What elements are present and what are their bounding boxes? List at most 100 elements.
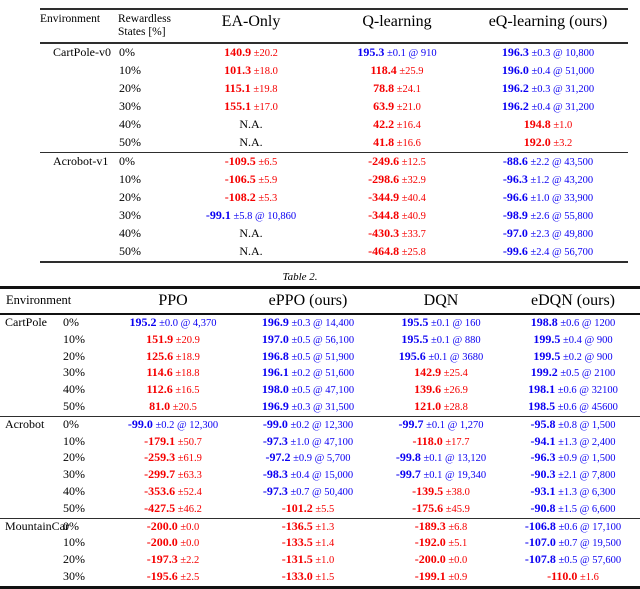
table-row: 30% -195.6 ±2.5 -133.0 ±1.5 -199.1 ±0.9 -110…: [0, 569, 640, 587]
result-cell: 114.6 ±18.8: [106, 365, 240, 382]
mean-return-value: 114.6: [146, 365, 173, 380]
result-cell: -98.3 ±0.4 @ 15,000: [240, 467, 376, 484]
result-cell: -197.3 ±2.2: [106, 552, 240, 569]
rewardless-percent: 10%: [63, 433, 85, 448]
std-and-steps: ±0.1 @ 880: [428, 334, 481, 346]
result-cell: -200.0 ±0.0: [106, 535, 240, 552]
mean-return-value: -107.0: [524, 535, 556, 550]
table-row: 10% 101.3 ±18.0 118.4 ±25.9 196.0 ±0.4 @ 51…: [40, 62, 628, 80]
result-cell: -97.3 ±1.0 @ 47,100: [240, 434, 376, 451]
mean-return-value: -97.3: [262, 433, 288, 448]
table-row: 40% -353.6 ±52.4 -97.3 ±0.7 @ 50,400 -139.5…: [0, 484, 640, 501]
mean-return-value: 199.5: [533, 331, 561, 346]
mean-return-value: -139.5: [412, 483, 444, 498]
mean-return-value: 115.1: [224, 81, 251, 95]
result-cell: 196.9 ±0.3 @ 14,400: [240, 314, 376, 332]
mean-return-value: -195.6: [146, 568, 178, 583]
mean-return-value: 63.9: [373, 99, 395, 113]
result-cell: 194.8 ±1.0: [468, 116, 628, 134]
mean-return-value: -90.8: [530, 500, 556, 515]
std-and-steps: ±0.6 @ 17,100: [555, 521, 622, 533]
result-cell: -353.6 ±52.4: [106, 484, 240, 501]
std-and-steps: ±5.8 @ 10,860: [230, 211, 297, 222]
mean-return-value: -299.7: [144, 467, 176, 482]
mean-return-value: -110.0: [547, 568, 578, 583]
mean-return-value: 42.2: [373, 117, 395, 131]
mean-return-value: -90.3: [530, 467, 556, 482]
result-cell: -299.7 ±63.3: [106, 467, 240, 484]
mean-return-value: -200.0: [146, 518, 178, 533]
result-cell: 198.0 ±0.5 @ 47,100: [240, 382, 376, 399]
result-cell: 196.1 ±0.2 @ 51,600: [240, 365, 376, 382]
header-row: Environment PPO ePPO (ours) DQN eDQN (ou…: [0, 288, 640, 315]
std-and-steps: ±0.4 @ 15,000: [287, 470, 354, 482]
mean-return-value: -131.5: [281, 552, 313, 567]
result-cell: 115.1 ±19.8: [176, 80, 326, 98]
std-and-steps: ±17.0: [251, 102, 278, 113]
result-cell: 139.6 ±26.9: [376, 382, 506, 399]
rewardless-header-line2: States [%]: [118, 26, 166, 38]
mean-return-value: 195.6: [398, 348, 426, 363]
std-and-steps: ±0.0: [177, 538, 200, 550]
std-and-steps: ±18.8: [172, 368, 200, 380]
table-row: 20% 115.1 ±19.8 78.8 ±24.1 196.2 ±0.3 @ 31,…: [40, 80, 628, 98]
mean-return-value: -106.8: [524, 518, 556, 533]
result-cell: -97.0 ±2.3 @ 49,800: [468, 225, 628, 243]
result-cell: N.A.: [176, 243, 326, 262]
rewardless-percent: 50%: [63, 500, 85, 515]
std-and-steps: ±1.0 @ 33,900: [527, 193, 594, 204]
result-cell: -464.8 ±25.8: [326, 243, 468, 262]
std-and-steps: ±0.7 @ 19,500: [555, 538, 622, 550]
std-and-steps: ±2.1 @ 7,800: [555, 470, 616, 482]
result-cell: -139.5 ±38.0: [376, 484, 506, 501]
mean-return-value: 195.5: [401, 315, 429, 329]
environment-name: CartPole: [5, 315, 47, 329]
result-cell: -101.2 ±5.5: [240, 501, 376, 518]
rewardless-percent: 30%: [63, 568, 85, 583]
std-and-steps: ±25.9: [396, 66, 424, 77]
mean-return-value: 118.4: [370, 63, 397, 77]
std-and-steps: ±18.9: [173, 351, 200, 363]
rewardless-percent: 40%: [119, 117, 141, 131]
table-row: 10% 151.9 ±20.9 197.0 ±0.5 @ 56,100 195.5 ±…: [0, 332, 640, 349]
std-and-steps: ±50.7: [175, 436, 202, 448]
result-cell: -99.6 ±2.4 @ 56,700: [468, 243, 628, 262]
result-cell: -118.0 ±17.7: [376, 434, 506, 451]
result-cell: -200.0 ±0.0: [106, 518, 240, 535]
table-row: 20% -259.3 ±61.9 -97.2 ±0.9 @ 5,700 -99.8 ±…: [0, 450, 640, 467]
rewardless-percent: 30%: [119, 99, 141, 113]
table-section: CartPole 0% 195.2 ±0.0 @ 4,370 196.9 ±0.3 @…: [0, 314, 640, 416]
result-cell: 196.8 ±0.5 @ 51,900: [240, 349, 376, 366]
std-and-steps: ±6.5: [255, 157, 278, 168]
result-cell: -179.1 ±50.7: [106, 434, 240, 451]
rewardless-percent: 30%: [119, 208, 141, 222]
mean-return-value: 196.2: [501, 99, 529, 113]
environment-name: Acrobot-v1: [53, 154, 109, 168]
std-and-steps: ±1.3: [312, 521, 335, 533]
table-1-header: Environment Rewardless States [%] EA-Onl…: [40, 9, 628, 43]
std-and-steps: ±45.9: [443, 503, 470, 515]
std-and-steps: ±40.4: [399, 193, 426, 204]
mean-return-value: 198.0: [261, 382, 289, 397]
rewardless-percent: 10%: [63, 331, 85, 346]
mean-return-value: -95.8: [530, 416, 556, 431]
std-and-steps: ±21.0: [394, 102, 421, 113]
std-and-steps: ±52.4: [175, 486, 202, 498]
mean-return-value: 198.5: [528, 398, 556, 413]
rewardless-percent: 30%: [63, 467, 85, 482]
table-row: 10% -106.5 ±5.9 -298.6 ±32.9 -96.3 ±1.2 @ 4…: [40, 171, 628, 189]
mean-return-value: 41.8: [373, 135, 395, 149]
std-and-steps: ±0.2 @ 900: [560, 351, 613, 363]
mean-return-value: -108.2: [224, 190, 256, 204]
mean-return-value: 199.2: [530, 365, 558, 380]
std-and-steps: ±1.6: [577, 571, 599, 583]
mean-return-value: -99.1: [205, 208, 231, 222]
rewardless-percent: 40%: [63, 382, 85, 397]
result-cell: 42.2 ±16.4: [326, 116, 468, 134]
table-row: 10% -179.1 ±50.7 -97.3 ±1.0 @ 47,100 -118.0…: [0, 434, 640, 451]
column-header-eppo: ePPO (ours): [268, 292, 348, 309]
mean-return-value: -106.5: [224, 172, 256, 186]
mean-return-value: -259.3: [144, 450, 176, 465]
table-row: 50% N.A. -464.8 ±25.8 -99.6 ±2.4 @ 56,700: [40, 243, 628, 262]
result-cell: -107.8 ±0.5 @ 57,600: [506, 552, 640, 569]
